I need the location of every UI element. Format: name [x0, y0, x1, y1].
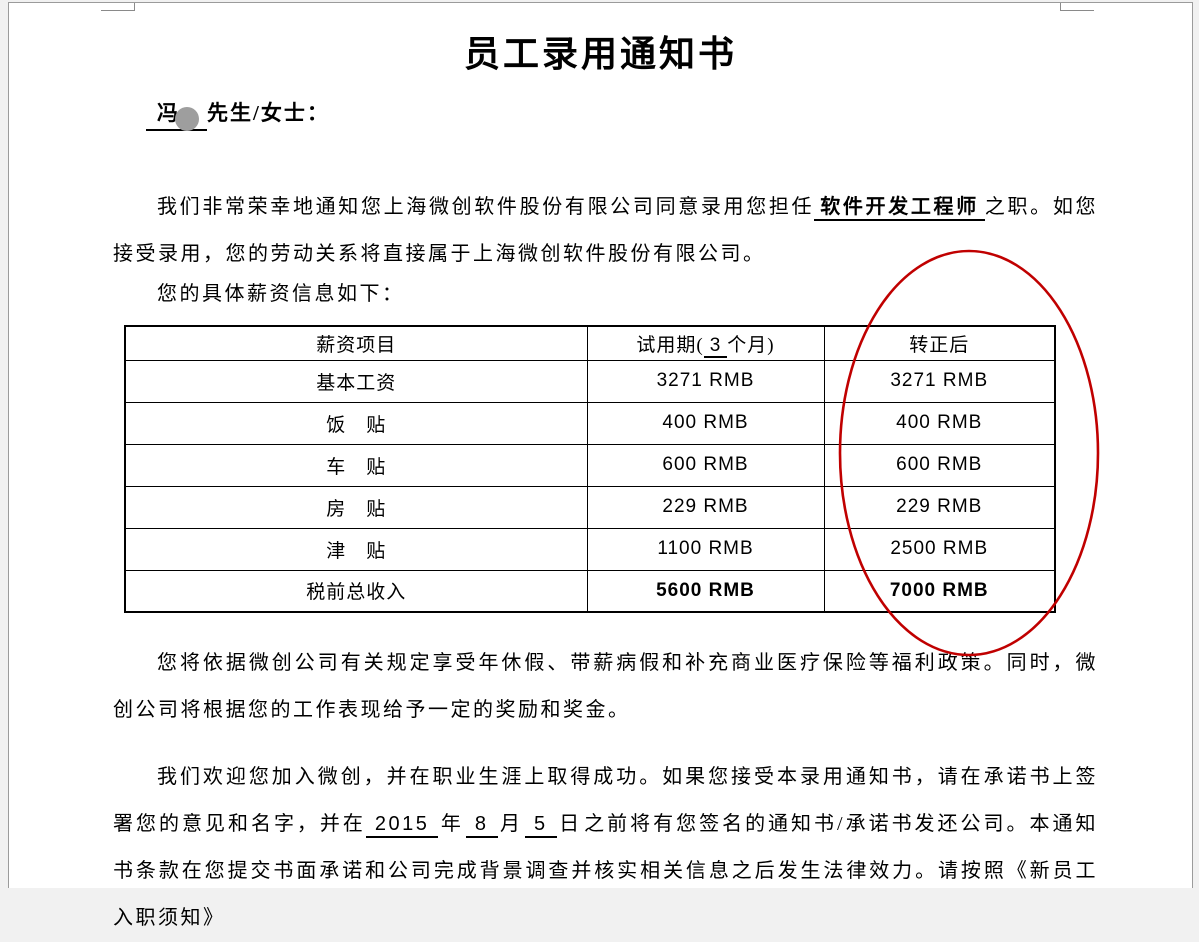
row-item-label: 税前总收入 [124, 569, 588, 613]
salutation-line: 冯 先生/女士： [146, 97, 330, 131]
document-page: 员工录用通知书 冯 先生/女士： 我们非常荣幸地通知您上海微创软件股份有限公司同意… [8, 2, 1193, 929]
row-regular-value: 7000 RMB [823, 569, 1056, 613]
row-probation-value: 229 RMB [586, 485, 825, 529]
row-regular-value: 600 RMB [823, 443, 1056, 487]
row-regular-value: 2500 RMB [823, 527, 1056, 571]
row-item-label: 基本工资 [124, 359, 588, 403]
month-label: 月 [499, 813, 524, 835]
closing-paragraph: 我们欢迎您加入微创，并在职业生涯上取得成功。如果您接受本录用通知书，请在承诺书上… [113, 754, 1098, 942]
offer-paragraph: 我们非常荣幸地通知您上海微创软件股份有限公司同意录用您担任 软件开发工程师 之职。如… [113, 184, 1098, 278]
job-title-underlined: 软件开发工程师 [814, 196, 985, 221]
reply-year-underlined: 2015 [365, 813, 439, 838]
year-label: 年 [440, 813, 464, 835]
row-probation-value: 400 RMB [586, 401, 825, 445]
screenshot-root: { "doc": { "title": "员工录用通知书", "salutati… [8, 2, 1193, 929]
header-probation: 试用期(3 个月) [586, 325, 825, 361]
table-row-transport-allowance: 车 贴 600 RMB 600 RMB [124, 443, 1056, 487]
salutation-suffix: 先生/女士： [207, 101, 330, 125]
benefits-paragraph: 您将依据微创公司有关规定享受年休假、带薪病假和补充商业医疗保险等福利政策。同时，… [113, 652, 1098, 721]
table-row-gross-total: 税前总收入 5600 RMB 7000 RMB [124, 569, 1056, 613]
margin-crop-mark-right [1060, 3, 1094, 11]
closing-lead: 我们欢迎您加入微创，并在职业生涯上取得成功。如果您接受本录用通知书，请在承诺书上… [113, 766, 1098, 835]
row-item-label: 津 贴 [124, 527, 588, 571]
table-row-meal-allowance: 饭 贴 400 RMB 400 RMB [124, 401, 1056, 445]
header-probation-post: 个月) [727, 334, 775, 356]
salary-intro-line: 您的具体薪资信息如下： [157, 283, 405, 305]
row-item-label: 房 贴 [124, 485, 588, 529]
reply-month-underlined: 8 [465, 813, 498, 838]
recipient-name-underline: 冯 [146, 97, 207, 131]
page-title: 员工录用通知书 [463, 34, 737, 74]
row-probation-value: 3271 RMB [586, 359, 825, 403]
reply-day-underlined: 5 [525, 813, 557, 838]
table-row-base-salary: 基本工资 3271 RMB 3271 RMB [124, 359, 1056, 403]
margin-crop-mark-left [101, 3, 135, 11]
header-salary-item: 薪资项目 [124, 325, 588, 361]
header-after-probation: 转正后 [823, 325, 1056, 361]
offer-paragraph-lead: 我们非常荣幸地通知您上海微创软件股份有限公司同意录用您担任 [157, 196, 815, 218]
recipient-name: 冯 [157, 101, 180, 125]
row-probation-value: 1100 RMB [586, 527, 825, 571]
row-regular-value: 229 RMB [823, 485, 1056, 529]
table-row-housing-allowance: 房 贴 229 RMB 229 RMB [124, 485, 1056, 529]
row-probation-value: 600 RMB [586, 443, 825, 487]
row-regular-value: 400 RMB [823, 401, 1056, 445]
header-probation-pre: 试用期( [636, 334, 704, 356]
row-item-label: 车 贴 [124, 443, 588, 487]
salary-table: 薪资项目 试用期(3 个月) 转正后 基本工资 3271 RMB 3271 RMB… [124, 325, 1056, 613]
day-label: 日 [558, 813, 583, 835]
offer-paragraph-tail: 之职。如您接受录用，您的劳动关系将直接属于上海微创软件股份有限公司。 [113, 196, 1099, 265]
row-probation-value: 5600 RMB [586, 569, 825, 613]
table-row-subsidy: 津 贴 1100 RMB 2500 RMB [124, 527, 1056, 571]
probation-months-underlined: 3 [703, 334, 728, 358]
row-regular-value: 3271 RMB [823, 359, 1056, 403]
salary-table-header-row: 薪资项目 试用期(3 个月) 转正后 [124, 325, 1056, 361]
row-item-label: 饭 贴 [124, 401, 588, 445]
